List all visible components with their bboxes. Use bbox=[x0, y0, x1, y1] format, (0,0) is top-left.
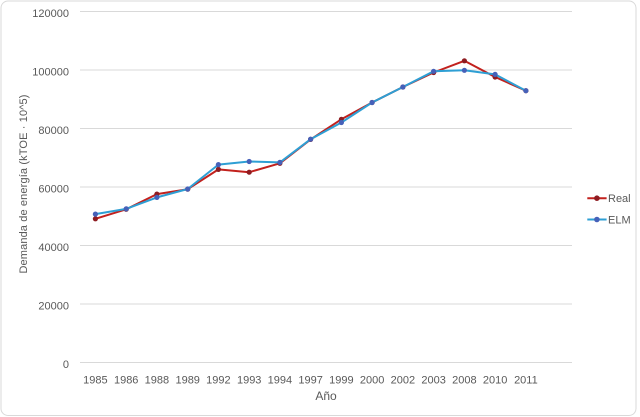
svg-text:Año: Año bbox=[315, 389, 337, 403]
svg-text:1989: 1989 bbox=[175, 375, 199, 387]
svg-text:2003: 2003 bbox=[421, 375, 445, 387]
svg-text:1986: 1986 bbox=[114, 375, 138, 387]
svg-text:20000: 20000 bbox=[38, 301, 69, 313]
svg-text:1999: 1999 bbox=[329, 375, 353, 387]
svg-text:1988: 1988 bbox=[145, 375, 169, 387]
svg-text:1992: 1992 bbox=[206, 375, 230, 387]
svg-text:Real: Real bbox=[608, 193, 631, 205]
svg-text:60000: 60000 bbox=[38, 184, 69, 196]
svg-text:2010: 2010 bbox=[483, 375, 507, 387]
svg-text:1997: 1997 bbox=[298, 375, 322, 387]
svg-text:ELM: ELM bbox=[608, 215, 631, 227]
svg-text:2002: 2002 bbox=[391, 375, 415, 387]
svg-text:2011: 2011 bbox=[514, 375, 538, 387]
svg-text:1994: 1994 bbox=[268, 375, 292, 387]
svg-text:1993: 1993 bbox=[237, 375, 261, 387]
svg-text:100000: 100000 bbox=[32, 67, 69, 79]
svg-text:0: 0 bbox=[63, 359, 69, 371]
svg-text:80000: 80000 bbox=[38, 125, 69, 137]
svg-text:2000: 2000 bbox=[360, 375, 384, 387]
svg-text:40000: 40000 bbox=[38, 242, 69, 254]
svg-text:120000: 120000 bbox=[32, 8, 69, 20]
svg-text:1985: 1985 bbox=[83, 375, 107, 387]
svg-text:Demanda de energía (kTOE · 10^: Demanda de energía (kTOE · 10^5) bbox=[18, 94, 30, 273]
svg-text:2008: 2008 bbox=[452, 375, 476, 387]
